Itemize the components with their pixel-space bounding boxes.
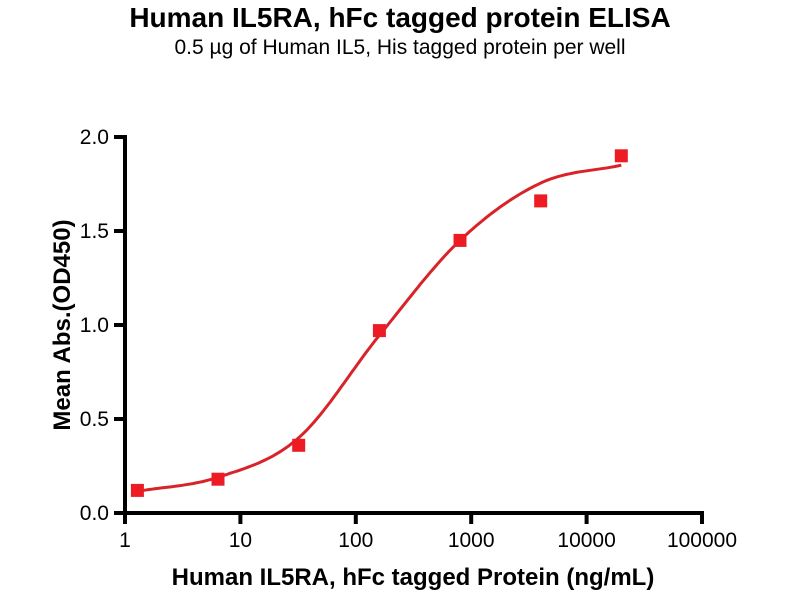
y-axis-ticks: 0.0 0.5 1.0 1.5 2.0 xyxy=(80,126,125,525)
data-point-marker xyxy=(614,149,628,163)
data-point-marker xyxy=(211,472,225,486)
y-tick-label: 1.5 xyxy=(80,220,109,243)
x-tick-label: 1000 xyxy=(448,529,495,552)
data-point-marker xyxy=(372,324,386,338)
chart-title: Human IL5RA, hFc tagged protein ELISA xyxy=(129,2,671,33)
x-tick-label: 100 xyxy=(338,529,373,552)
y-axis-label: Mean Abs.(OD450) xyxy=(49,219,76,430)
data-point-marker xyxy=(130,483,144,497)
x-axis-label: Human IL5RA, hFc tagged Protein (ng/mL) xyxy=(172,564,655,591)
x-tick-label: 10000 xyxy=(557,529,615,552)
x-tick-label: 1 xyxy=(119,529,131,552)
y-tick-label: 2.0 xyxy=(80,126,109,149)
data-point-marker xyxy=(453,233,467,247)
data-points xyxy=(130,149,628,497)
y-tick-label: 0.0 xyxy=(80,502,109,525)
data-point-marker xyxy=(534,194,548,208)
y-tick-label: 0.5 xyxy=(80,408,109,431)
chart-subtitle: 0.5 µg of Human IL5, His tagged protein … xyxy=(174,36,626,59)
data-point-marker xyxy=(292,438,306,452)
x-tick-label: 100000 xyxy=(667,529,737,552)
x-tick-label: 10 xyxy=(229,529,252,552)
x-axis-ticks: 1 10 100 1000 10000 100000 xyxy=(119,513,737,552)
axes xyxy=(123,135,704,515)
y-tick-label: 1.0 xyxy=(80,314,109,337)
